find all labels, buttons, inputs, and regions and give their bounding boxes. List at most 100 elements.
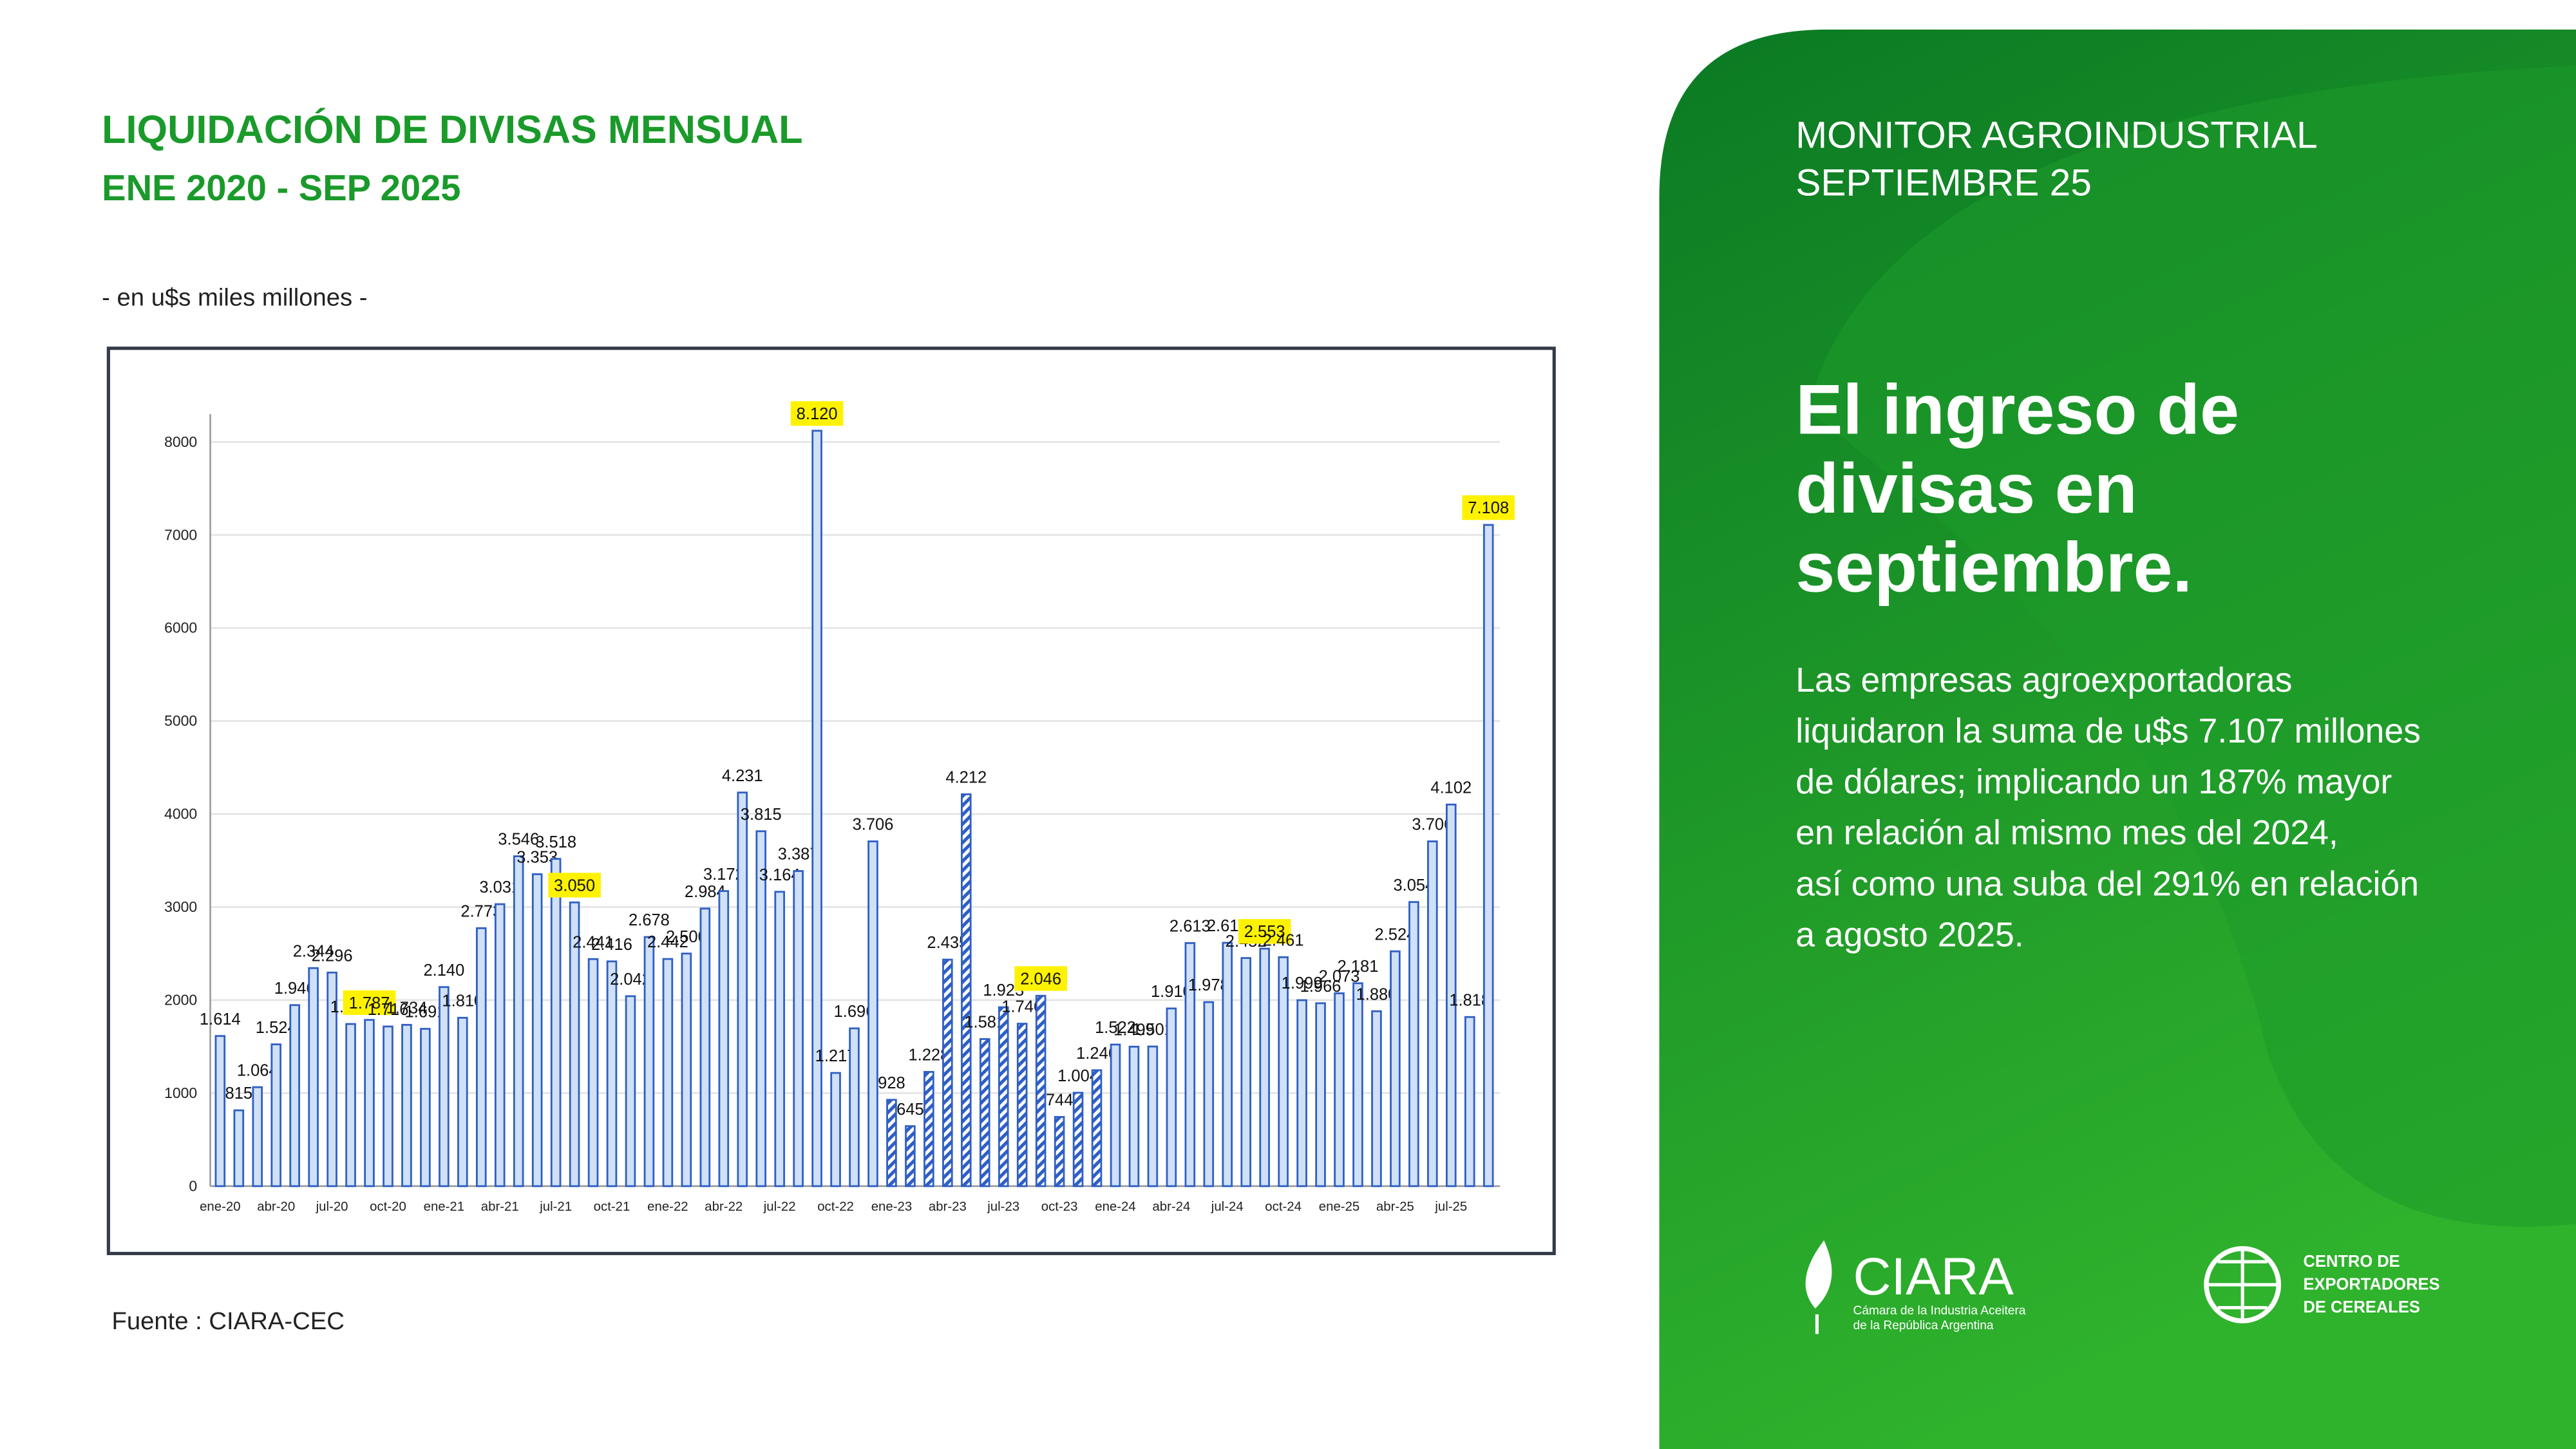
unit-note: - en u$s miles millones - bbox=[102, 283, 367, 311]
ciara-icon bbox=[1805, 1240, 1832, 1334]
bar bbox=[699, 907, 711, 1188]
logos: CIARA Cámara de la Industria Aceitera de… bbox=[1805, 1240, 2440, 1334]
bar bbox=[737, 791, 748, 1188]
x-tick-label: abr-23 bbox=[929, 1200, 967, 1214]
subtitle: ENE 2020 - SEP 2025 bbox=[102, 167, 460, 208]
x-tick-label: oct-24 bbox=[1265, 1200, 1302, 1214]
x-tick-label: jul-23 bbox=[987, 1200, 1019, 1214]
bar bbox=[531, 873, 543, 1188]
value-label: 1.787 bbox=[349, 994, 390, 1012]
label-highlight bbox=[1014, 966, 1067, 991]
x-tick-label: oct-20 bbox=[370, 1200, 406, 1214]
value-label: 2.344 bbox=[293, 942, 334, 960]
value-label: 2.553 bbox=[1244, 923, 1285, 941]
bar bbox=[1222, 942, 1233, 1188]
value-label: 1.716 bbox=[368, 1001, 409, 1019]
y-tick-label: 3000 bbox=[164, 898, 197, 915]
value-label: 744 bbox=[1046, 1092, 1074, 1110]
x-tick-label: oct-22 bbox=[817, 1200, 854, 1214]
bar bbox=[1240, 957, 1252, 1188]
cec-line: CENTRO DE bbox=[2304, 1253, 2400, 1271]
value-label: 3.706 bbox=[853, 816, 894, 834]
bar bbox=[439, 986, 450, 1188]
bar bbox=[643, 936, 655, 1188]
value-label: 3.050 bbox=[554, 876, 595, 895]
bar bbox=[1259, 947, 1270, 1188]
x-tick-label: ene-25 bbox=[1319, 1200, 1360, 1214]
label-highlight bbox=[1462, 495, 1515, 520]
bar bbox=[1446, 803, 1457, 1188]
bar bbox=[270, 1043, 282, 1188]
bar bbox=[327, 971, 337, 1188]
bar bbox=[961, 793, 972, 1188]
bar bbox=[1054, 1115, 1065, 1188]
x-tick-label: jul-20 bbox=[316, 1200, 348, 1214]
bar bbox=[1352, 982, 1363, 1188]
bar bbox=[1296, 999, 1307, 1188]
y-tick-label: 2000 bbox=[164, 992, 197, 1009]
value-label: 1.999 bbox=[1282, 974, 1323, 992]
ciara-line: Cámara de la Industria Aceitera bbox=[1853, 1304, 2026, 1318]
headline: septiembre. bbox=[1795, 528, 2192, 607]
label-highlight bbox=[343, 990, 396, 1016]
body-line: Las empresas agroexportadoras bbox=[1795, 661, 2292, 699]
value-label: 1.499 bbox=[1113, 1021, 1155, 1039]
bar bbox=[308, 967, 319, 1188]
x-tick-label: jul-25 bbox=[1434, 1200, 1467, 1214]
x-tick-label: ene-23 bbox=[871, 1200, 913, 1214]
bar bbox=[1315, 1002, 1326, 1188]
bar bbox=[345, 1023, 356, 1188]
bar bbox=[793, 870, 804, 1188]
value-label: 2.678 bbox=[629, 911, 670, 929]
value-label: 4.212 bbox=[945, 769, 987, 787]
bar bbox=[662, 958, 674, 1188]
x-tick-label: jul-22 bbox=[763, 1200, 796, 1214]
value-label: 2.181 bbox=[1338, 958, 1379, 976]
bar bbox=[1072, 1092, 1084, 1188]
bar bbox=[1184, 942, 1196, 1188]
headline: divisas en bbox=[1795, 450, 2137, 528]
value-label: 7.108 bbox=[1468, 499, 1509, 517]
panel-blob bbox=[1807, 66, 2576, 1227]
bar bbox=[1035, 994, 1046, 1188]
x-tick-label: jul-24 bbox=[1211, 1200, 1244, 1214]
value-label: 8.120 bbox=[797, 405, 838, 423]
cec-line: EXPORTADORES bbox=[2304, 1276, 2440, 1294]
value-label: 2.461 bbox=[1263, 931, 1304, 949]
value-label: 1.522 bbox=[1095, 1019, 1136, 1037]
value-label: 2.442 bbox=[647, 933, 688, 951]
bar bbox=[1464, 1016, 1475, 1188]
x-tick-label: abr-21 bbox=[481, 1200, 519, 1214]
bar bbox=[942, 958, 953, 1188]
ciara-name: CIARA bbox=[1853, 1247, 2014, 1306]
value-label: 2.140 bbox=[423, 961, 464, 980]
cec-icon-grid bbox=[2208, 1248, 2277, 1321]
bar bbox=[401, 1023, 412, 1188]
bar bbox=[476, 927, 487, 1188]
bar bbox=[233, 1109, 245, 1188]
y-tick-label: 5000 bbox=[164, 712, 197, 729]
bar bbox=[1016, 1023, 1028, 1188]
value-label: 2.046 bbox=[1020, 970, 1061, 988]
bar bbox=[830, 1072, 841, 1188]
bar bbox=[569, 901, 580, 1188]
bar bbox=[383, 1025, 393, 1188]
bar bbox=[1166, 1007, 1177, 1188]
body-line: en relación al mismo mes del 2024, bbox=[1795, 814, 2338, 852]
value-label: 928 bbox=[878, 1074, 905, 1092]
bar bbox=[1334, 992, 1345, 1188]
value-label: 3.546 bbox=[498, 831, 539, 849]
x-tick-label: abr-24 bbox=[1152, 1200, 1190, 1214]
bar bbox=[979, 1038, 990, 1188]
headline: El ingreso de bbox=[1795, 370, 2239, 449]
y-tick-label: 0 bbox=[189, 1177, 197, 1194]
x-tick-label: ene-20 bbox=[200, 1200, 241, 1214]
bar bbox=[774, 891, 785, 1188]
bar bbox=[550, 858, 562, 1188]
bar bbox=[1203, 1001, 1215, 1188]
source: Fuente : CIARA-CEC bbox=[111, 1307, 344, 1335]
ciara-line: de la República Argentina bbox=[1853, 1319, 1994, 1332]
value-label: 3.815 bbox=[741, 806, 782, 824]
x-tick-label: oct-23 bbox=[1041, 1200, 1078, 1214]
